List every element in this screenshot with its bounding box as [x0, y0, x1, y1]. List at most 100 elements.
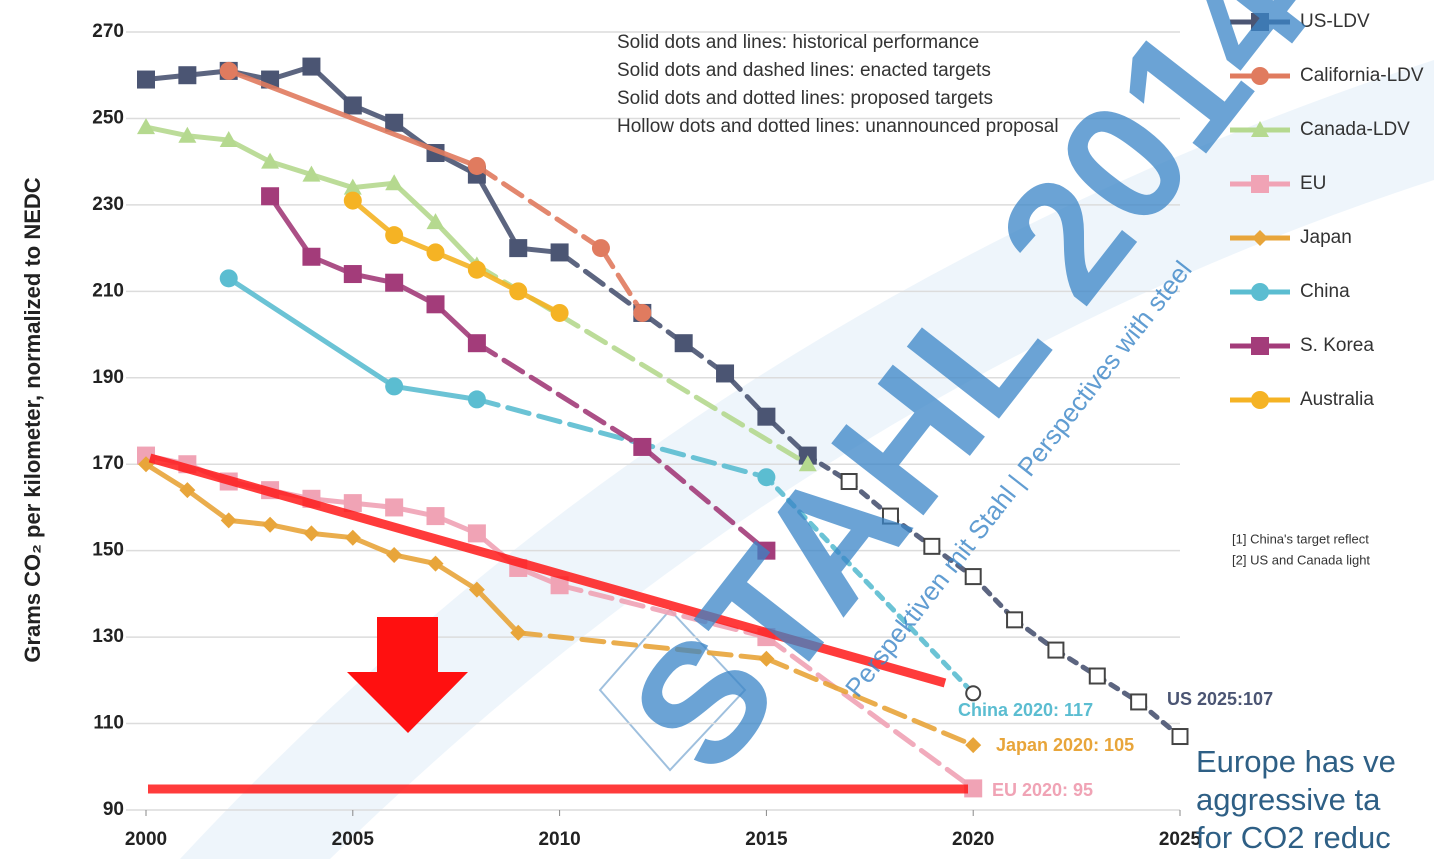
data-point [467, 334, 486, 353]
data-point [467, 524, 486, 543]
data-point [1047, 641, 1065, 659]
legend-label: US-LDV [1300, 11, 1370, 32]
x-tick-label: 2000 [125, 829, 167, 850]
callout: for CO2 reduc [1196, 820, 1391, 855]
data-point [633, 303, 652, 322]
data-point [385, 226, 404, 245]
data-point [467, 156, 486, 175]
data-point [261, 187, 280, 206]
annotation: Japan 2020: 105 [996, 735, 1134, 755]
legend-label: EU [1300, 173, 1326, 194]
legend-label: Canada-LDV [1300, 119, 1410, 140]
data-point [550, 576, 569, 595]
line-segment [763, 634, 976, 791]
line-segment [350, 535, 397, 558]
line-segment [226, 68, 480, 169]
legend-marker [1251, 121, 1269, 137]
data-point [633, 437, 652, 456]
data-point [219, 269, 238, 288]
data-point [550, 243, 569, 262]
line-segment [143, 461, 190, 493]
data-point [1006, 611, 1024, 629]
series: China [219, 269, 1350, 702]
x-tick-label: 2015 [745, 829, 788, 850]
x-tick-label: 2020 [952, 829, 994, 850]
data-point [964, 568, 982, 586]
line-segment [763, 656, 976, 748]
line-segment [474, 396, 769, 480]
series: California-LDV [219, 61, 1424, 322]
series: S. Korea [261, 187, 1374, 560]
line-segment [267, 193, 314, 260]
data-point [137, 118, 155, 135]
data-point [1171, 728, 1189, 746]
y-tick-label: 250 [92, 107, 124, 128]
data-point [262, 516, 279, 533]
legend-marker [1251, 175, 1269, 193]
data-point [758, 650, 775, 667]
data-point [343, 96, 362, 115]
data-point [344, 529, 361, 546]
data-point [757, 541, 776, 560]
data-point [591, 239, 610, 258]
data-point [840, 473, 858, 491]
data-point [426, 507, 445, 526]
data-point [302, 247, 321, 266]
note: Solid dots and dashed lines: enacted tar… [617, 60, 991, 81]
data-point [220, 512, 237, 529]
data-point [385, 174, 404, 191]
note: Hollow dots and dotted lines: unannounce… [617, 116, 1059, 137]
line-segment [267, 159, 314, 178]
y-tick-label: 230 [92, 194, 124, 215]
line-segment [474, 163, 604, 251]
data-point [1130, 693, 1148, 711]
data-point [385, 498, 404, 517]
footnote: [1] China's target reflect [1232, 531, 1369, 546]
series: Australia [343, 191, 1374, 410]
data-point [179, 482, 196, 499]
data-point [219, 61, 238, 80]
data-point [881, 507, 899, 525]
legend-marker [1252, 230, 1268, 246]
y-tick-label: 110 [93, 713, 124, 734]
data-point [798, 455, 817, 472]
data-point [757, 407, 776, 426]
x-tick-label: 2010 [538, 829, 580, 850]
line-segment [557, 582, 769, 640]
data-point [427, 555, 444, 572]
data-point [302, 165, 321, 182]
data-point [1088, 667, 1106, 685]
data-point [550, 303, 569, 322]
legend-marker [1251, 67, 1269, 85]
annotation: EU 2020: 95 [992, 780, 1093, 800]
data-point [302, 57, 321, 76]
data-point [178, 66, 197, 85]
footnote: [2] US and Canada light [1232, 552, 1370, 567]
line-segment [184, 133, 232, 143]
line-segment [267, 522, 314, 536]
data-point [137, 70, 155, 89]
data-point [261, 152, 280, 169]
line-segment [474, 587, 521, 636]
y-tick-label: 210 [92, 280, 124, 301]
data-point [965, 737, 982, 754]
line-segment [433, 219, 480, 268]
data-point [385, 273, 404, 292]
y-tick-label: 130 [92, 626, 124, 647]
data-point [965, 685, 982, 702]
line-segment [515, 630, 769, 662]
data-point [509, 239, 528, 258]
y-tick-label: 150 [92, 540, 124, 561]
legend-label: China [1300, 281, 1350, 302]
data-point [343, 191, 362, 210]
legend-label: S. Korea [1300, 335, 1374, 356]
line-segment [308, 172, 356, 191]
data-point [923, 537, 941, 555]
legend-marker [1251, 337, 1269, 355]
data-point [509, 282, 528, 301]
line-segment [184, 487, 232, 523]
line-segment [598, 245, 645, 316]
line-segment [226, 275, 397, 389]
legend-marker [1251, 13, 1269, 31]
